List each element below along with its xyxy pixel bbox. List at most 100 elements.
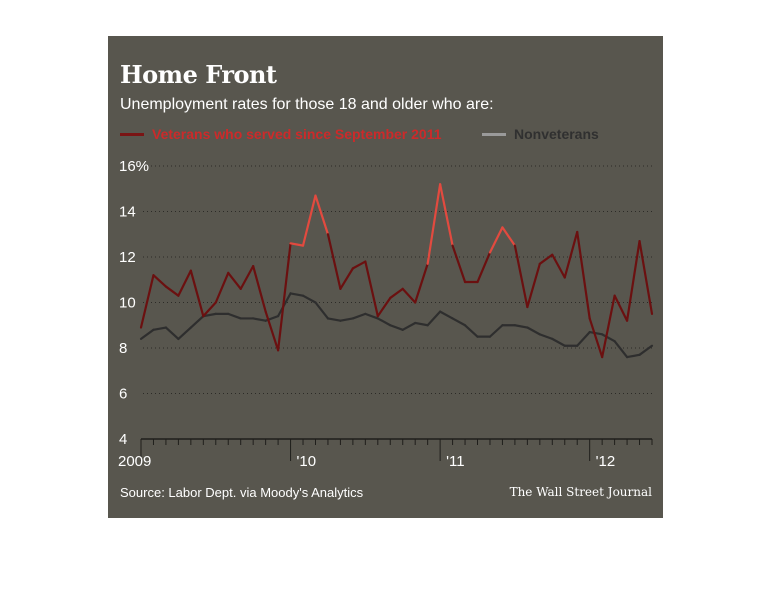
nonveterans-line-segment — [339, 317, 354, 322]
veterans-line-segment — [588, 317, 604, 359]
source-note: Source: Labor Dept. via Moody's Analytic… — [120, 485, 364, 500]
veterans-line-segment — [152, 274, 168, 288]
nonveterans-line-segment — [364, 312, 379, 320]
x-tick-label: '12 — [596, 453, 616, 470]
nonveterans-line-segment — [538, 333, 554, 340]
veterans-line-segment — [638, 239, 654, 315]
x-tick-label: 2009 — [118, 453, 151, 470]
legend-veterans: Veterans who served since September 2011 — [120, 126, 442, 142]
nonveterans-line-segment — [439, 310, 454, 320]
legend-veterans-label: Veterans who served since September 2011 — [152, 126, 442, 142]
nonveterans-line-segment — [414, 321, 429, 327]
veterans-line-segment — [289, 242, 305, 247]
veterans-line-segment — [376, 296, 392, 318]
chart-panel: Home Front Unemployment rates for those … — [108, 36, 663, 518]
y-axis-ticks: 4 6 8 10 12 14 16% — [119, 158, 149, 448]
veterans-line-segment — [451, 244, 467, 284]
y-tick-label: 16% — [119, 158, 149, 175]
nonveterans-line-segment — [351, 312, 367, 320]
veterans-line-segment — [276, 242, 292, 352]
veterans-line-segment — [476, 251, 492, 284]
veterans-line-segment — [414, 262, 429, 304]
veterans-line-segment — [576, 230, 591, 320]
nonveterans-line-segment — [252, 317, 267, 322]
veterans-line-segment — [426, 183, 442, 265]
line-chart: 4 6 8 10 12 14 16% 2009 '10 '11 '12 — [118, 158, 654, 470]
veterans-line-segment — [601, 294, 616, 359]
veterans-line-segment — [252, 265, 267, 313]
nonveterans-line-segment — [227, 312, 242, 320]
nonveterans-line-segment — [601, 333, 616, 343]
legend-veterans-swatch — [120, 132, 144, 136]
grid-lines — [143, 165, 652, 394]
veterans-line-segment — [501, 226, 517, 247]
veterans-line-segment — [551, 253, 566, 279]
legend-nonveterans: Nonveterans — [482, 126, 599, 142]
nonveterans-line-segment — [189, 315, 205, 329]
nonveterans-line-segment — [139, 328, 155, 340]
nonveterans-line-segment — [301, 294, 317, 304]
nonveterans-line-segment — [451, 317, 467, 327]
veterans-line-segment — [389, 287, 404, 300]
y-tick-label: 4 — [119, 431, 127, 448]
nonveterans-line-segment — [164, 326, 180, 340]
veterans-line-segment — [526, 262, 541, 309]
veterans-line-segment — [563, 230, 579, 279]
nonveterans-line-segment — [613, 340, 629, 359]
nonveterans-line-segment — [289, 292, 305, 297]
veterans-line-segment — [227, 271, 242, 290]
nonveterans-line-segment — [202, 312, 217, 318]
nonveterans-line-segment — [588, 330, 604, 336]
veterans-line-segment — [264, 310, 280, 352]
veterans-line-segment — [538, 253, 554, 265]
veterans-line-segment — [189, 269, 205, 318]
y-tick-label: 14 — [119, 204, 136, 221]
veterans-line-segment — [625, 239, 641, 322]
nonveterans-line-segment — [314, 301, 330, 320]
nonveterans-line-segment — [551, 337, 566, 347]
y-tick-label: 8 — [119, 340, 127, 357]
y-tick-label: 12 — [119, 249, 136, 266]
x-tick-label: '10 — [297, 453, 317, 470]
veterans-line-segment — [401, 287, 417, 304]
veterans-line-segment — [326, 233, 342, 290]
x-axis: 2009 '10 '11 '12 — [118, 438, 653, 470]
nonveterans-line-segment — [376, 317, 392, 327]
veterans-line-segment — [301, 194, 317, 247]
veterans-line-segment — [488, 226, 504, 254]
series-lines — [139, 183, 654, 359]
nonveterans-line-segment — [638, 344, 654, 356]
nonveterans-line-segment — [389, 324, 404, 331]
veterans-line-segment — [351, 260, 367, 270]
nonveterans-line-segment — [177, 326, 192, 340]
legend-nonveterans-swatch — [482, 132, 506, 136]
nonveterans-line-segment — [488, 324, 504, 338]
y-tick-label: 10 — [119, 295, 136, 312]
nonveterans-line-segment — [426, 310, 442, 327]
nonveterans-line-segment — [625, 353, 641, 359]
veterans-line-segment — [513, 244, 529, 309]
nonveterans-line-segment — [526, 326, 541, 336]
chart-title: Home Front — [120, 60, 277, 89]
legend-nonveterans-label: Nonveterans — [514, 126, 599, 142]
veterans-line-segment — [364, 260, 379, 318]
veterans-line-segment — [164, 285, 180, 297]
veterans-line-segment — [139, 274, 155, 329]
veterans-line-segment — [202, 301, 217, 318]
veterans-line-segment — [214, 271, 230, 304]
nonveterans-line-segment — [401, 321, 417, 331]
publisher-credit: The Wall Street Journal — [509, 485, 652, 499]
veterans-line-segment — [239, 265, 255, 290]
veterans-line-segment — [314, 194, 330, 236]
nonveterans-line-segment — [463, 324, 479, 338]
nonveterans-line-segment — [326, 317, 342, 322]
nonveterans-line-segment — [513, 324, 529, 329]
veterans-line-segment — [613, 294, 629, 322]
veterans-line-segment — [177, 269, 192, 297]
x-tick-label: '11 — [446, 453, 464, 470]
y-tick-label: 6 — [119, 386, 127, 403]
veterans-line-segment — [339, 267, 354, 290]
nonveterans-line-segment — [576, 330, 591, 347]
chart-subtitle: Unemployment rates for those 18 and olde… — [120, 96, 494, 113]
veterans-line-segment — [439, 183, 454, 247]
